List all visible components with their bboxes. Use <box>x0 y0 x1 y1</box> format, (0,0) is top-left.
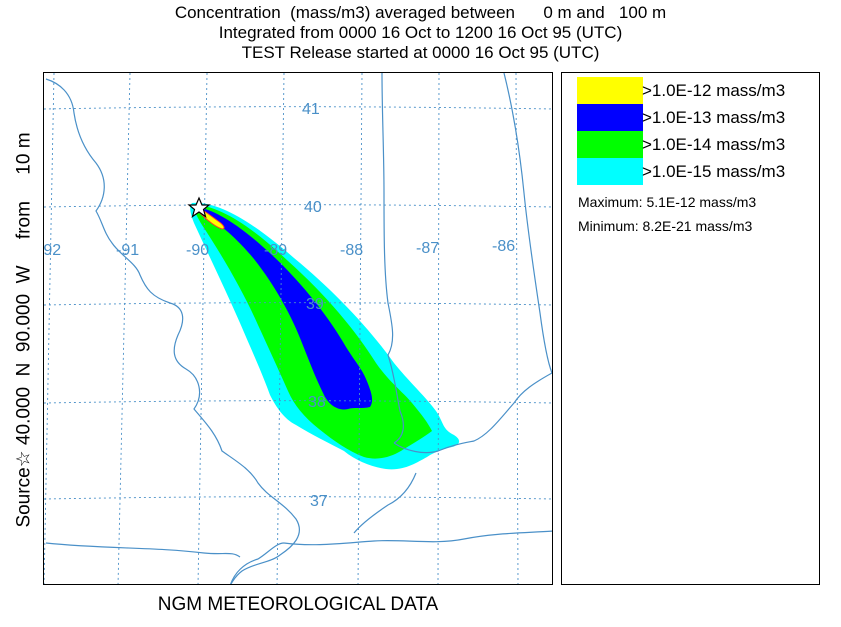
minimum-value: Minimum: 8.2E-21 mass/m3 <box>578 218 753 234</box>
latitude-labels: 41 40 39 38 37 <box>302 101 328 510</box>
state-borders <box>45 73 552 584</box>
legend-label-1e-13: >1.0E-13 mass/m3 <box>642 108 786 127</box>
legend-swatch-1e-15 <box>577 158 643 185</box>
lon-label: -90 <box>186 242 209 259</box>
star-icon <box>187 196 211 218</box>
lon-label: -92 <box>44 242 61 259</box>
lon-label: -89 <box>264 242 287 259</box>
map-canvas: -92 -91 -90 -89 -88 -87 -86 41 40 39 38 … <box>44 73 552 584</box>
lat-label: 40 <box>304 199 322 216</box>
lon-label: -91 <box>116 242 139 259</box>
legend-label-1e-14: >1.0E-14 mass/m3 <box>642 135 786 154</box>
title-line-1: Concentration (mass/m3) averaged between… <box>174 3 667 22</box>
legend-label-1e-15: >1.0E-15 mass/m3 <box>642 162 786 181</box>
legend-swatch-1e-12 <box>577 77 643 104</box>
lon-label: -87 <box>416 240 439 257</box>
graticule <box>44 73 552 584</box>
title-line-3: TEST Release started at 0000 16 Oct 95 (… <box>241 43 600 62</box>
plume <box>190 202 460 470</box>
lon-label: -86 <box>492 238 515 255</box>
legend-panel: >1.0E-12 mass/m3 >1.0E-13 mass/m3 >1.0E-… <box>561 72 820 585</box>
lat-label: 37 <box>310 493 328 510</box>
longitude-labels: -92 -91 -90 -89 -88 -87 -86 <box>44 238 515 259</box>
lat-label: 38 <box>308 394 326 411</box>
map-panel: -92 -91 -90 -89 -88 -87 -86 41 40 39 38 … <box>43 72 553 585</box>
plume-contour-1e-13 <box>195 207 373 410</box>
legend-label-1e-12: >1.0E-12 mass/m3 <box>642 81 786 100</box>
lat-label: 39 <box>306 296 324 313</box>
lon-label: -88 <box>340 242 363 259</box>
legend-swatch-1e-14 <box>577 131 643 158</box>
source-location-label: Source☆ 40.000 N 90.000 W from 10 m <box>13 132 35 528</box>
legend-swatch-1e-13 <box>577 104 643 131</box>
maximum-value: Maximum: 5.1E-12 mass/m3 <box>578 194 757 210</box>
lat-label: 41 <box>302 101 320 118</box>
title-line-2: Integrated from 0000 16 Oct to 1200 16 O… <box>218 23 623 42</box>
footer-label: NGM METEOROLOGICAL DATA <box>157 594 439 615</box>
